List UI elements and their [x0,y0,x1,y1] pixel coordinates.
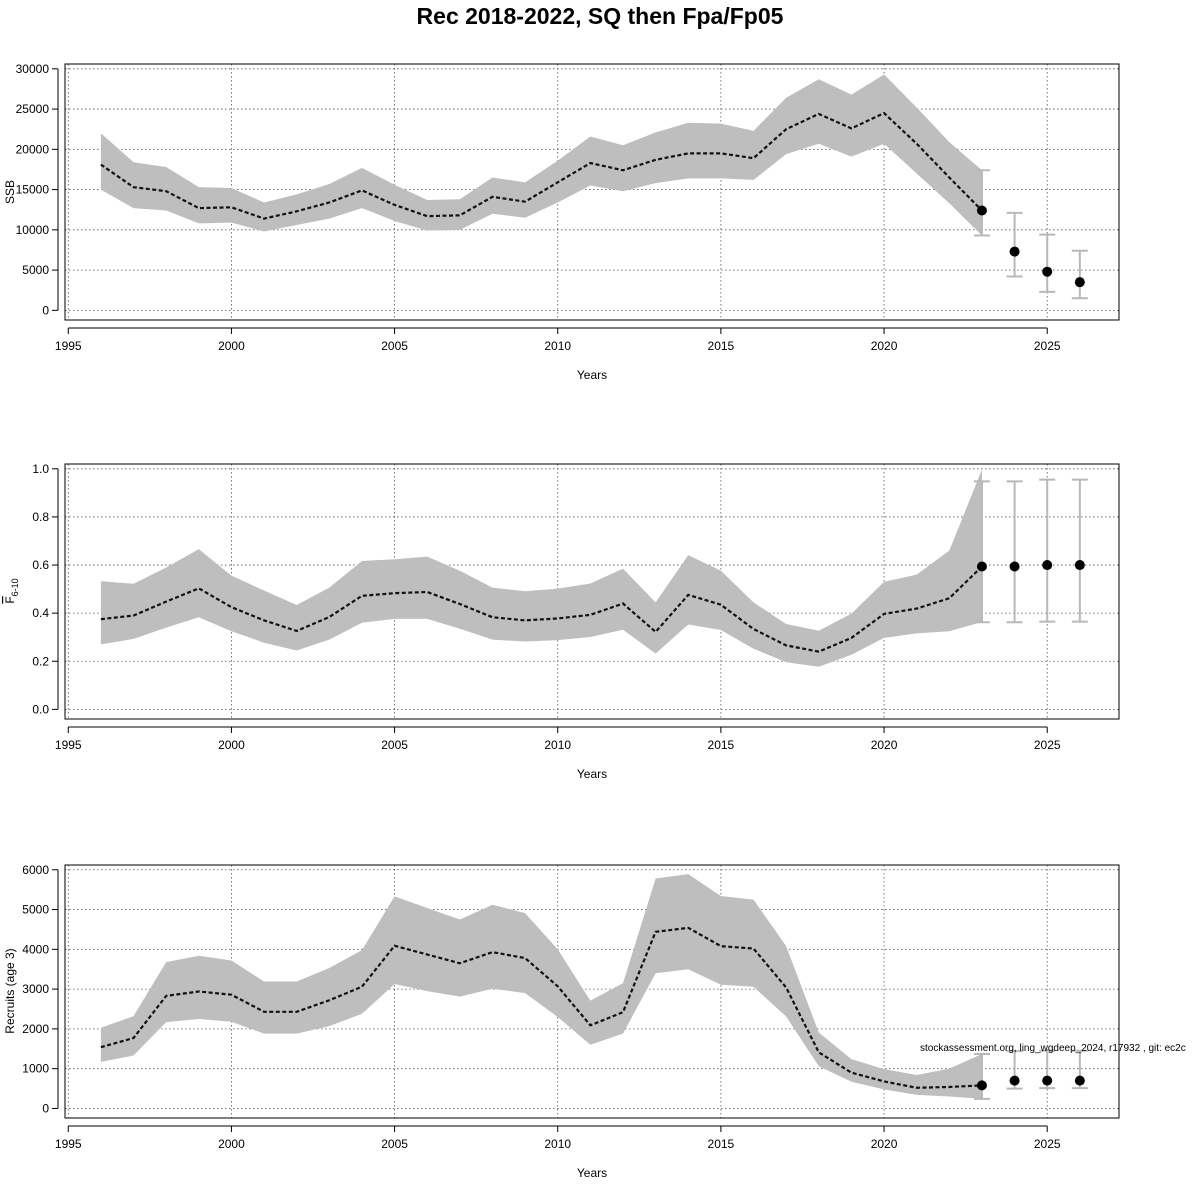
x-tick-label: 2010 [544,339,571,353]
estimate-line [100,926,983,1089]
y-tick-label: 5000 [22,903,49,917]
x-tick-label: 2005 [381,738,408,752]
estimate-line [100,111,983,220]
x-tick-label: 2005 [381,1137,408,1151]
forecast-point [1009,246,1020,257]
x-tick-label: 2015 [708,738,735,752]
panel-fbar: 1995 2000 2005 2010 2015 2020 2025 Years 0.0 0.2 0… [3,462,1120,781]
x-tick-label: 2015 [708,339,735,353]
x-tick-label: 2025 [1034,1137,1061,1151]
y-tick-label: 4000 [22,942,49,956]
y-tick-label: 0.6 [32,558,49,572]
forecast-point [976,205,987,216]
y-axis-label-subscript: 6-10 [10,578,20,596]
x-tick-label: 2010 [544,738,571,752]
x-axis-label: Years [577,1166,607,1180]
x-tick-label: 1995 [55,1137,82,1151]
y-axis-label: SSB [3,180,17,204]
forecast-point [976,561,987,572]
x-tick-label: 2020 [871,738,898,752]
x-tick-label: 2015 [708,1137,735,1151]
y-tick-label: 2000 [22,1022,49,1036]
x-tick-label: 2000 [218,738,245,752]
confidence-band [100,74,982,236]
x-tick-label: 2020 [871,1137,898,1151]
confidence-band [100,874,982,1099]
confidence-band [100,469,982,667]
forecast-point [1042,560,1053,571]
y-tick-label: 20000 [16,142,50,156]
y-axis-label: F6-10 [3,578,20,603]
y-tick-label: 10000 [16,223,50,237]
plot-frame [64,463,1120,720]
x-tick-label: 1995 [55,339,82,353]
forecast-point [1074,277,1085,288]
x-tick-label: 2025 [1034,738,1061,752]
x-tick-label: 2000 [218,339,245,353]
forecast-point [1074,1075,1085,1086]
y-tick-label: 1.0 [32,462,49,476]
plot-frame [64,63,1120,321]
y-tick-label: 1000 [22,1062,49,1076]
forecast-point [1042,1075,1053,1086]
figure-title: Rec 2018-2022, SQ then Fpa/Fp05 [417,3,784,29]
y-tick-label: 25000 [16,102,50,116]
y-tick-label: 0.2 [32,654,49,668]
x-tick-label: 2000 [218,1137,245,1151]
forecast-point [1009,1075,1020,1086]
forecast-point [1009,561,1020,572]
y-tick-label: 0 [42,1101,49,1115]
footer-note: stockassessment.org, ling_wgdeep_2024, r… [920,1043,1186,1054]
y-tick-label: 0.8 [32,510,49,524]
y-axis-label-main: F [3,596,17,603]
x-tick-label: 1995 [55,738,82,752]
x-tick-label: 2005 [381,339,408,353]
forecast-point [976,1080,987,1091]
y-tick-label: 6000 [22,863,49,877]
plot-frame [64,864,1120,1119]
y-tick-label: 3000 [22,982,49,996]
x-tick-label: 2025 [1034,339,1061,353]
panel-ssb: 1995 2000 2005 2010 2015 2020 2025 Years 0 5000 10… [3,62,1120,382]
y-tick-label: 0.4 [32,606,49,620]
estimate-line [100,565,983,653]
x-tick-label: 2010 [544,1137,571,1151]
x-axis-label: Years [577,767,607,781]
x-tick-label: 2020 [871,339,898,353]
panel-recruits: 1995 2000 2005 2010 2015 2020 2025 Years 0 1000 20… [3,863,1120,1180]
y-tick-label: 15000 [16,183,50,197]
forecast-point [1042,266,1053,277]
y-axis-label: Recruits (age 3) [3,948,17,1033]
y-tick-label: 30000 [16,62,50,76]
forecast-point [1074,560,1085,571]
y-tick-label: 5000 [22,263,49,277]
y-tick-label: 0.0 [32,702,49,716]
y-tick-label: 0 [42,303,49,317]
x-axis-label: Years [577,368,607,382]
